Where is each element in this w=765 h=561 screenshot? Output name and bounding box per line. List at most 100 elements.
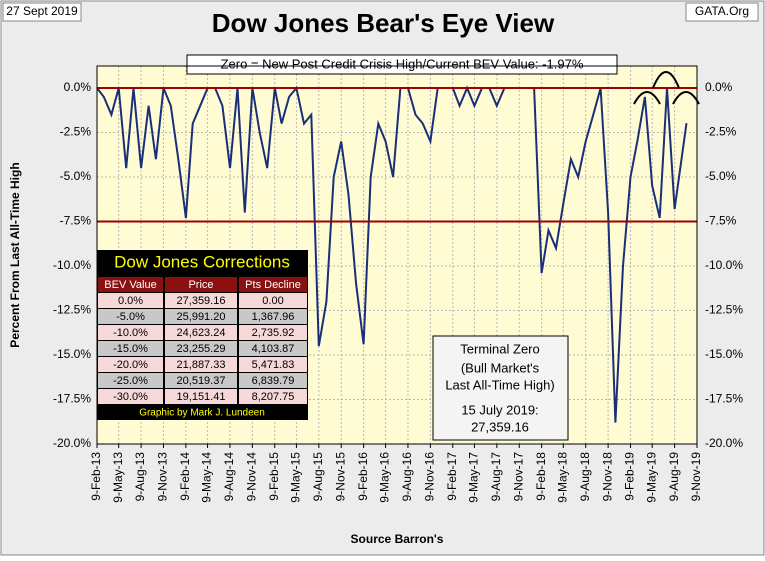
date-box — [2, 2, 82, 22]
table-cell — [98, 357, 163, 372]
x-tick-label: 9-Feb-13 — [89, 452, 103, 501]
y-tick-label: -17.5% — [53, 392, 91, 406]
table-cell — [98, 389, 163, 404]
table-text: 23,255.29 — [177, 343, 226, 355]
table-text: -5.0% — [116, 311, 145, 323]
y2-tick-label: 0.0% — [705, 80, 733, 94]
table-text: 5,471.83 — [252, 359, 295, 371]
table-text: 2,735.92 — [252, 327, 295, 339]
x-tick-label: 9-Feb-18 — [534, 452, 548, 501]
table-text: -25.0% — [113, 375, 148, 387]
x-tick-label: 9-Feb-19 — [623, 452, 637, 501]
table-credit: Graphic by Mark J. Lundeen — [139, 408, 265, 419]
header-cell — [165, 277, 237, 292]
y2-tick-label: -12.5% — [705, 303, 743, 317]
x-tick-label: 9-May-17 — [467, 452, 481, 503]
x-tick-label: 9-Nov-16 — [423, 452, 437, 502]
y-tick-label: 0.0% — [64, 80, 92, 94]
date: 27 Sept 2019 — [6, 4, 78, 18]
x-tick-label: 9-Aug-15 — [311, 452, 325, 502]
table-cell — [165, 293, 237, 308]
x-tick-label: 9-Feb-15 — [267, 452, 281, 501]
banner-box — [186, 54, 618, 75]
x-tick-label: 9-Aug-19 — [667, 452, 681, 502]
table-title: Dow Jones Corrections — [114, 252, 290, 271]
table-cell — [165, 389, 237, 404]
table-text: -30.0% — [113, 391, 148, 403]
table-cell — [165, 341, 237, 356]
y-tick-label: -5.0% — [60, 169, 92, 183]
x-tick-label: 9-Aug-18 — [578, 452, 592, 502]
note-text: (Bull Market's — [461, 360, 540, 375]
header-text: Pts Decline — [245, 279, 301, 291]
table-text: 24,623.24 — [177, 327, 226, 339]
header-text: BEV Value — [104, 279, 156, 291]
y-tick-label: -20.0% — [53, 436, 91, 450]
y2-tick-label: -17.5% — [705, 392, 743, 406]
note-text: 27,359.16 — [471, 419, 529, 434]
table-text: 19,151.41 — [177, 391, 226, 403]
x-tick-label: 9-Nov-18 — [600, 452, 614, 502]
table-cell — [98, 293, 163, 308]
table-cell — [239, 325, 307, 340]
y2-tick-label: -5.0% — [705, 169, 737, 183]
y-tick-label: -2.5% — [60, 125, 92, 139]
table-text: 0.0% — [118, 295, 143, 307]
y2-tick-label: -7.5% — [705, 214, 737, 228]
table-cell — [98, 373, 163, 388]
table-cell — [98, 325, 163, 340]
x-tick-label: 9-May-14 — [200, 452, 214, 503]
y-tick-label: -12.5% — [53, 303, 91, 317]
x-tick-label: 9-Aug-14 — [222, 452, 236, 502]
table-cell — [239, 357, 307, 372]
header-text: Price — [188, 279, 213, 291]
y-tick-label: -15.0% — [53, 347, 91, 361]
source-tag: GATA.Org — [695, 4, 749, 18]
header-cell — [239, 277, 307, 292]
table-cell — [98, 309, 163, 324]
x-tick-label: 9-Nov-17 — [511, 452, 525, 502]
x-tick-label: 9-May-18 — [555, 452, 569, 503]
table-cell — [165, 325, 237, 340]
note-text: 15 July 2019: — [461, 402, 538, 417]
table-text: 4,103.87 — [252, 343, 295, 355]
x-tick-label: 9-May-15 — [289, 452, 303, 503]
table-cell — [98, 341, 163, 356]
table-text: -15.0% — [113, 343, 148, 355]
header-cell — [98, 277, 163, 292]
note-text: Last All-Time High) — [445, 377, 554, 392]
y2-tick-label: -15.0% — [705, 347, 743, 361]
table-text: 8,207.75 — [252, 391, 295, 403]
x-tick-label: 9-Feb-17 — [445, 452, 459, 501]
table-cell — [239, 373, 307, 388]
table-cell — [239, 341, 307, 356]
y2-tick-label: -20.0% — [705, 436, 743, 450]
banner: Zero = New Post Credit Crisis High/Curre… — [221, 56, 584, 71]
table-text: 20,519.37 — [177, 375, 226, 387]
table-cell — [239, 389, 307, 404]
table-cell — [165, 309, 237, 324]
chart-title: Dow Jones Bear's Eye View — [212, 8, 555, 38]
x-axis-label: Source Barron's — [351, 532, 444, 546]
x-tick-label: 9-Nov-13 — [156, 452, 170, 502]
table-cell — [239, 309, 307, 324]
table-text: 0.00 — [262, 295, 283, 307]
y2-tick-label: -2.5% — [705, 125, 737, 139]
table-cell — [165, 357, 237, 372]
x-tick-label: 9-Nov-14 — [245, 452, 259, 502]
table-cell — [165, 373, 237, 388]
y-tick-label: -7.5% — [60, 214, 92, 228]
y2-tick-label: -10.0% — [705, 258, 743, 272]
table-cell — [239, 293, 307, 308]
x-tick-label: 9-Aug-17 — [489, 452, 503, 502]
line — [96, 85, 688, 423]
x-tick-label: 9-Feb-16 — [356, 452, 370, 501]
x-tick-label: 9-May-16 — [378, 452, 392, 503]
table-text: 1,367.96 — [252, 311, 295, 323]
x-tick-label: 9-Feb-14 — [178, 452, 192, 501]
y-axis-label: Percent From Last All-Time High — [8, 162, 22, 347]
table-text: 21,887.33 — [177, 359, 226, 371]
y-tick-label: -10.0% — [53, 258, 91, 272]
note-box — [432, 335, 569, 441]
